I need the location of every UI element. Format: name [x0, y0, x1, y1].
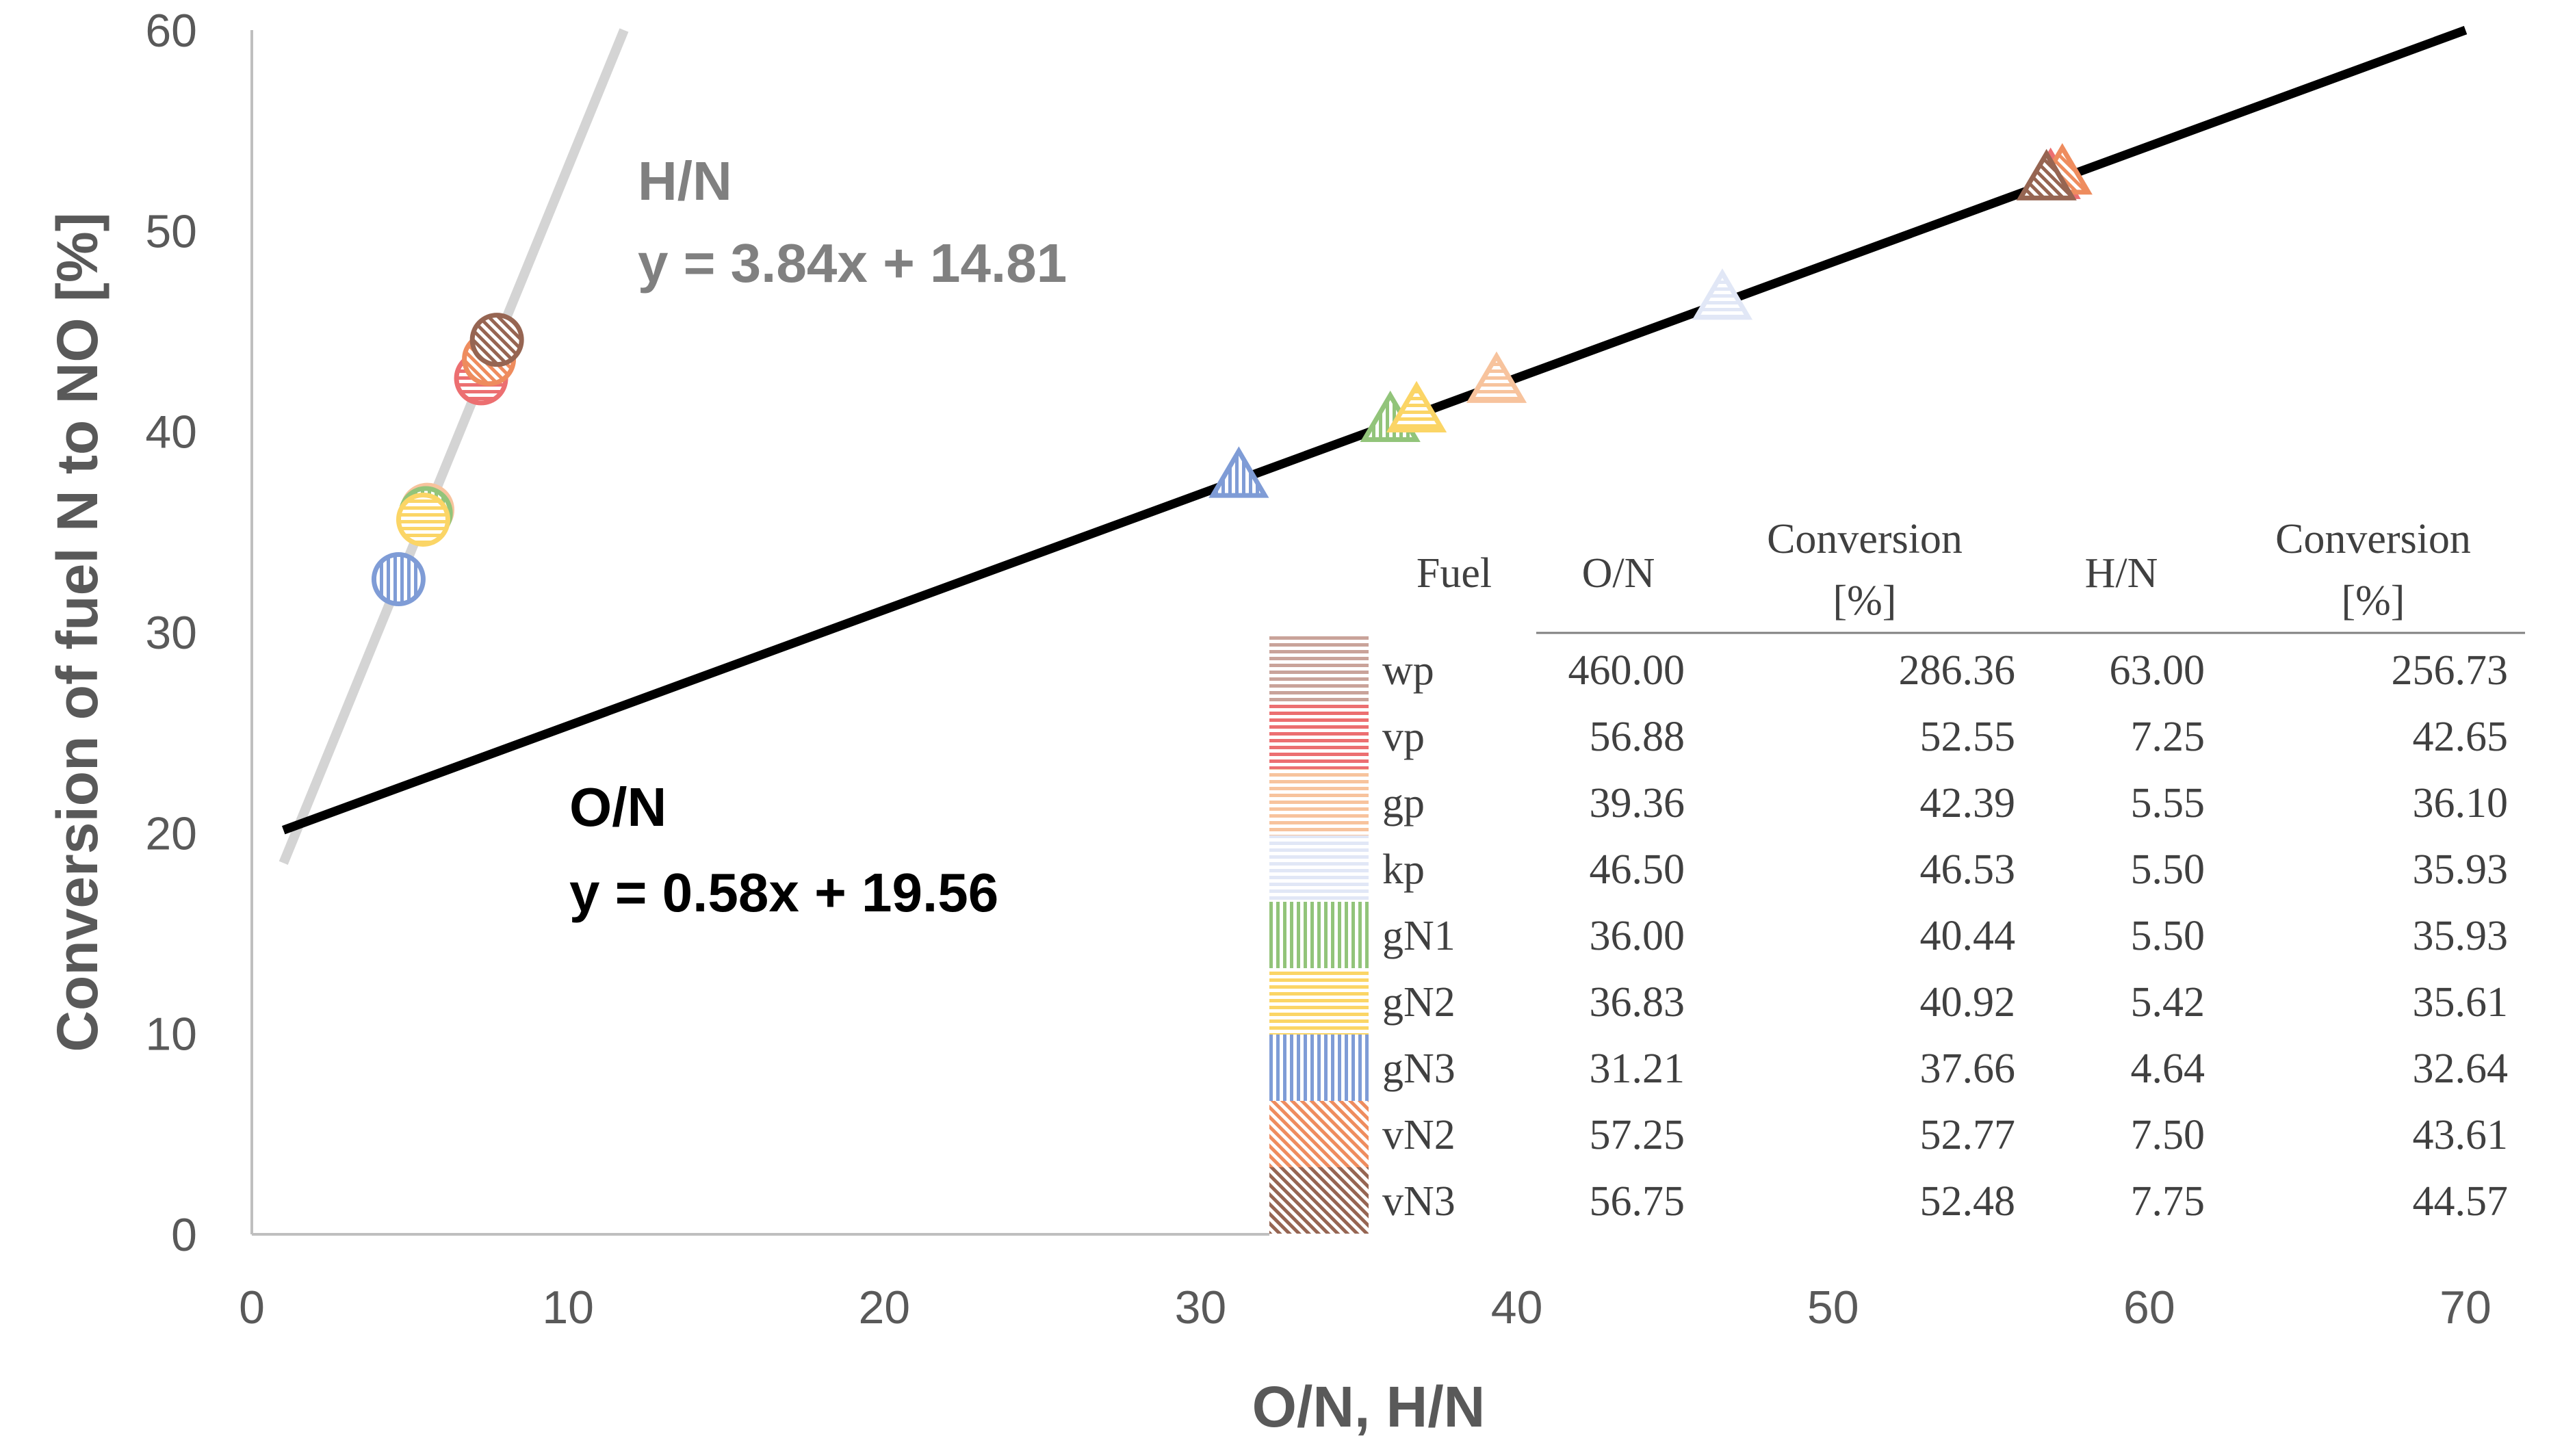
- table-header-conversion-hn-unit: [%]: [2342, 577, 2405, 624]
- table-cell-fuel: kp: [1382, 846, 1425, 893]
- x-tick-label: 0: [239, 1282, 265, 1334]
- hn-trend-equation: y = 3.84x + 14.81: [638, 233, 1067, 294]
- fuel-table: Fuel O/N Conversion [%] H/N Conversion [%] wp 46…: [1269, 516, 2542, 1245]
- labels: H/N y = 3.84x + 14.81 O/N y = 0.58x + 19.56: [569, 151, 1067, 923]
- y-tick-label: 60: [145, 5, 197, 57]
- on-trend-label: O/N: [569, 777, 667, 837]
- table-swatch-wp: [1269, 636, 1369, 703]
- x-tick-label: 50: [1807, 1282, 1859, 1334]
- table-cell-hn: 5.50: [2131, 913, 2205, 959]
- markers: [371, 143, 2093, 607]
- table-cell-hn: 7.75: [2131, 1178, 2205, 1225]
- table-swatch-vN2: [1269, 1101, 1369, 1167]
- on-point-gN3: [1208, 446, 1269, 498]
- table-cell-conversion-hn: 256.73: [2392, 647, 2509, 694]
- table-cell-fuel: wp: [1382, 647, 1434, 694]
- table-header-conversion-on-unit: [%]: [1833, 577, 1897, 624]
- table-cell-conversion-hn: 36.10: [2413, 780, 2509, 827]
- y-axis-title: Conversion of fuel N to NO [%]: [45, 212, 109, 1052]
- table-cell-fuel: vp: [1382, 714, 1425, 760]
- table-cell-fuel: vN3: [1382, 1178, 1455, 1225]
- table-swatch-gp: [1269, 769, 1369, 835]
- table-cell-conversion-on: 46.53: [1920, 846, 2016, 893]
- table-cell-on: 36.83: [1590, 979, 1685, 1026]
- table-cell-conversion-on: 52.48: [1920, 1178, 2016, 1225]
- table-cell-hn: 5.42: [2131, 979, 2205, 1026]
- table-cell-on: 56.88: [1590, 714, 1685, 760]
- x-tick-label: 70: [2440, 1282, 2492, 1334]
- table-cell-conversion-on: 37.66: [1920, 1045, 2016, 1092]
- table-cell-on: 31.21: [1590, 1045, 1685, 1092]
- table-cell-on: 57.25: [1590, 1112, 1685, 1158]
- table-cell-fuel: gN1: [1382, 913, 1455, 959]
- table-cell-conversion-hn: 35.61: [2413, 979, 2509, 1026]
- x-tick-label: 20: [858, 1282, 910, 1334]
- table-header-on: O/N: [1582, 550, 1655, 597]
- table-cell-fuel: vN2: [1382, 1112, 1455, 1158]
- on-trend-equation: y = 0.58x + 19.56: [569, 862, 998, 923]
- table-cell-hn: 7.25: [2131, 714, 2205, 760]
- table-swatch-gN2: [1269, 968, 1369, 1035]
- table-cell-conversion-hn: 35.93: [2413, 846, 2509, 893]
- table-cell-conversion-on: 42.39: [1920, 780, 2016, 827]
- table-cell-fuel: gp: [1382, 780, 1425, 827]
- table-cell-on: 39.36: [1590, 780, 1685, 827]
- y-tick-label: 50: [145, 205, 197, 257]
- table-cell-conversion-hn: 43.61: [2413, 1112, 2509, 1158]
- table-header-conversion-on: Conversion: [1767, 516, 1963, 562]
- x-tick-label: 60: [2123, 1282, 2175, 1334]
- table-background: [1269, 616, 2542, 1245]
- hn-point-gN2: [396, 492, 450, 547]
- table-cell-conversion-on: 52.55: [1920, 714, 2016, 760]
- hn-point-vN3: [469, 313, 524, 367]
- x-tick-label: 40: [1491, 1282, 1543, 1334]
- table-swatch-vN3: [1269, 1167, 1369, 1234]
- x-tick-label: 10: [542, 1282, 594, 1334]
- table-swatch-gN3: [1269, 1035, 1369, 1101]
- table-cell-on: 56.75: [1590, 1178, 1685, 1225]
- x-axis-title: O/N, H/N: [1252, 1375, 1486, 1439]
- y-tick-label: 0: [171, 1209, 197, 1261]
- table-swatch-kp: [1269, 835, 1369, 902]
- table-cell-hn: 5.55: [2131, 780, 2205, 827]
- table-cell-conversion-hn: 35.93: [2413, 913, 2509, 959]
- table-cell-conversion-hn: 44.57: [2413, 1178, 2509, 1225]
- axes: 0 10 20 30 40 50 60 70 0 10 20 30 40 50 60 O/N, H/N Conv…: [45, 5, 2492, 1439]
- table-cell-hn: 7.50: [2131, 1112, 2205, 1158]
- table-header-hn: H/N: [2085, 550, 2158, 597]
- table-header-fuel: Fuel: [1416, 550, 1492, 597]
- on-point-kp: [1692, 268, 1753, 320]
- table-cell-on: 460.00: [1568, 647, 1685, 694]
- table-cell-conversion-on: 52.77: [1920, 1112, 2016, 1158]
- table-cell-hn: 5.50: [2131, 846, 2205, 893]
- hn-point-gN3: [371, 552, 426, 607]
- hn-trend-label: H/N: [638, 151, 732, 211]
- table-cell-on: 46.50: [1590, 846, 1685, 893]
- on-point-gp: [1466, 351, 1527, 403]
- table-header-conversion-hn: Conversion: [2275, 516, 2471, 562]
- table-cell-hn: 4.64: [2131, 1045, 2205, 1092]
- table-swatch-vp: [1269, 703, 1369, 769]
- table-cell-fuel: gN2: [1382, 979, 1455, 1026]
- table-cell-conversion-hn: 32.64: [2413, 1045, 2509, 1092]
- on-point-gN2: [1386, 380, 1447, 432]
- table-cell-conversion-on: 40.44: [1920, 913, 2016, 959]
- y-tick-label: 20: [145, 807, 197, 859]
- y-tick-label: 10: [145, 1009, 197, 1061]
- table-cell-conversion-on: 40.92: [1920, 979, 2016, 1026]
- table-cell-on: 36.00: [1590, 913, 1685, 959]
- table-cell-conversion-hn: 42.65: [2413, 714, 2509, 760]
- y-tick-label: 30: [145, 607, 197, 659]
- table-cell-conversion-on: 286.36: [1899, 647, 2016, 694]
- x-tick-label: 30: [1175, 1282, 1227, 1334]
- trendline-hn: [279, 28, 629, 865]
- y-tick-label: 40: [145, 406, 197, 458]
- table-cell-fuel: gN3: [1382, 1045, 1455, 1092]
- on-point-vN3: [2016, 148, 2077, 200]
- table-swatch-gN1: [1269, 902, 1369, 968]
- table-cell-hn: 63.00: [2110, 647, 2205, 694]
